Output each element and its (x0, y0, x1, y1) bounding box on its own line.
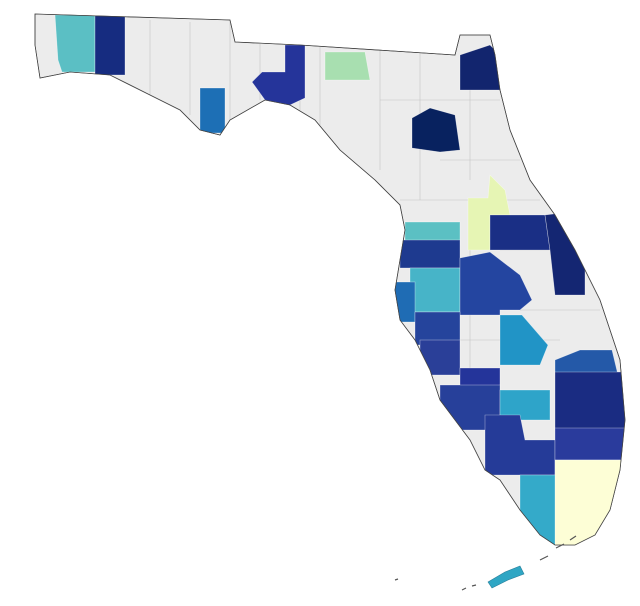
county-region (459, 251, 533, 316)
county-region (94, 14, 126, 76)
county-region (554, 427, 625, 461)
county-region (489, 214, 551, 251)
county-region (199, 87, 226, 134)
county-region (554, 459, 625, 545)
county-region (251, 44, 306, 106)
county-region (54, 14, 96, 73)
county-region (487, 565, 525, 589)
county-region (411, 107, 461, 153)
county-layer (54, 14, 625, 545)
county-region (499, 314, 549, 366)
county-region (394, 281, 416, 323)
county-region (519, 474, 556, 545)
county-region (554, 371, 625, 431)
county-region (324, 51, 371, 81)
county-region (399, 239, 461, 269)
county-region (414, 311, 461, 346)
county-region (409, 267, 461, 313)
county-region (419, 339, 461, 376)
state-outline (34, 13, 626, 546)
keys-islands (394, 535, 577, 591)
